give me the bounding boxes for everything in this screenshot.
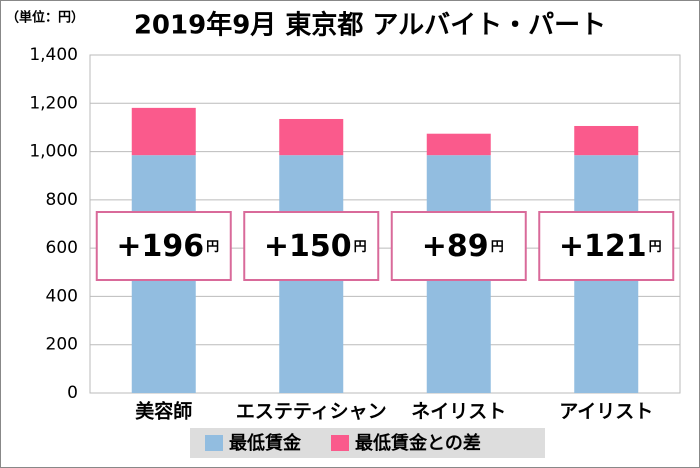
value-label-number: +150 [264, 229, 352, 264]
legend-box [190, 428, 545, 458]
value-label: +121 円 [559, 229, 662, 264]
value-label-unit: 円 [354, 240, 367, 255]
value-label: +89 円 [422, 229, 504, 264]
value-label-unit: 円 [649, 240, 662, 255]
value-label-number: +196 [116, 229, 204, 264]
x-tick-label: アイリスト [559, 401, 653, 423]
value-label-box [95, 211, 232, 281]
bar-segment [426, 133, 491, 156]
y-tick-label: 1,400 [29, 45, 78, 65]
x-tick-label: エステティシャン [236, 401, 387, 423]
y-tick-label: 1,000 [29, 142, 78, 162]
legend-label: 最低賃金 [229, 432, 302, 454]
y-tick-label: 600 [46, 238, 78, 258]
value-label-box [538, 211, 675, 281]
value-label-number: +89 [422, 229, 489, 264]
y-axis-label: （単位：円） [6, 10, 84, 26]
x-tick-label: ネイリスト [411, 401, 506, 423]
value-label: +196 円 [116, 229, 219, 264]
chart-title: 2019年9月 東京都 アルバイト・パート [134, 10, 606, 41]
x-tick-label: 美容師 [135, 400, 192, 423]
bar-segment [574, 125, 639, 156]
value-label-box [390, 211, 527, 281]
y-tick-label: 800 [46, 190, 78, 210]
value-label-number: +121 [559, 229, 647, 264]
value-label: +150 円 [264, 229, 367, 264]
bar-segment [279, 118, 344, 156]
y-tick-label: 400 [46, 286, 78, 306]
value-label-unit: 円 [206, 240, 219, 255]
y-tick-label: 1,200 [29, 93, 78, 113]
legend-swatch [331, 435, 349, 451]
legend-swatch [205, 435, 223, 451]
value-label-unit: 円 [491, 240, 504, 255]
y-tick-label: 200 [46, 335, 78, 355]
legend-label: 最低賃金との差 [355, 432, 481, 454]
bar-segment [131, 107, 196, 156]
y-tick-label: 0 [67, 383, 78, 403]
value-label-box [243, 211, 380, 281]
